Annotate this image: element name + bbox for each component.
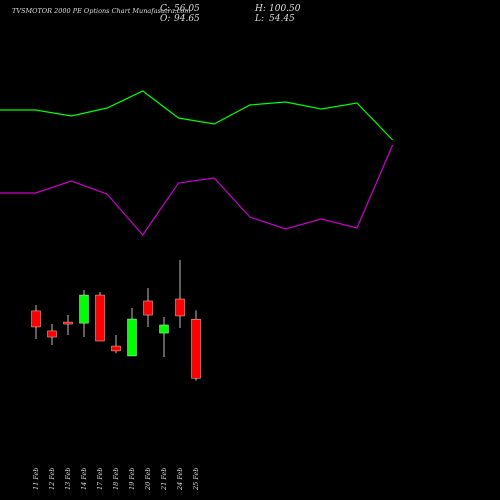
stat-label: C:: [160, 4, 170, 14]
candle-body: [95, 294, 105, 342]
stat-value: 54.45: [269, 14, 295, 24]
chart-title: TVSMOTOR 2000 PE Options Chart Munafasut…: [12, 7, 190, 15]
candle-body: [31, 310, 41, 328]
stat-label: L:: [254, 14, 264, 24]
candle-body: [159, 324, 169, 334]
candle-body: [111, 345, 121, 352]
x-tick-label: 25 Feb: [192, 468, 200, 492]
candle-body: [175, 298, 185, 317]
stat-value: 100.50: [269, 4, 301, 14]
x-tick-label: 18 Feb: [112, 468, 120, 491]
x-tick-label: 24 Feb: [176, 468, 184, 492]
x-tick-label: 17 Feb: [96, 468, 104, 491]
candle-body: [79, 294, 89, 324]
stat-value: 94.65: [174, 14, 200, 24]
x-tick-label: 12 Feb: [48, 468, 56, 491]
x-tick-label: 19 Feb: [128, 468, 136, 491]
indicator-line: [0, 144, 394, 236]
x-tick-label: 11 Feb: [32, 468, 40, 491]
x-tick-label: 13 Feb: [64, 468, 72, 491]
stat-label: H:: [254, 4, 266, 14]
stat-label: O:: [160, 14, 170, 24]
x-tick-label: 20 Feb: [144, 468, 152, 492]
x-tick-label: 21 Feb: [160, 468, 168, 492]
candle-body: [143, 300, 153, 316]
candle-body: [47, 330, 57, 338]
candle-body: [63, 321, 73, 325]
stat-value: 56.05: [174, 4, 200, 14]
x-tick-label: 14 Feb: [80, 468, 88, 491]
indicator-line: [0, 90, 394, 141]
candle-body: [127, 318, 137, 357]
candle-body: [191, 319, 201, 379]
